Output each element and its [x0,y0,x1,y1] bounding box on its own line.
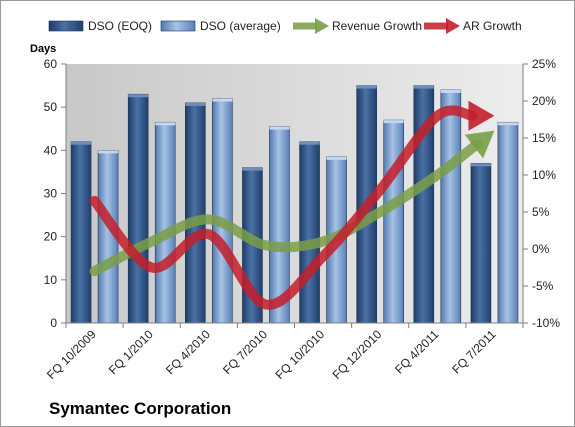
bar-cap-0-4 [299,141,320,145]
bar-dso-eoq-0 [70,141,92,324]
lines-layer [89,100,495,310]
legend-label-1: DSO (average) [200,19,281,33]
y-tick-label-5: 50 [44,100,58,114]
bar-cap-1-2 [212,98,233,102]
legend: DSO (EOQ) DSO (average) Revenue Growth AR G… [48,18,522,34]
x-tick-label-0: FQ 10/2009 [44,327,99,382]
bar-dso-average-5 [383,119,404,324]
bar-cap-1-6 [440,89,461,93]
bar-dso-eoq-1 [127,93,149,324]
y-tick-label-3: 30 [44,187,58,201]
y2-tick-label-0: -10% [532,316,560,330]
bar-cap-0-3 [242,167,263,171]
bar-dso-average-1 [154,121,176,324]
bar-cap-1-5 [383,120,404,124]
y2-tick-label-3: 5% [532,205,550,219]
bar-dso-eoq-7 [470,162,492,324]
arrowhead-revenue-growth [464,130,495,159]
y2-tick-label-2: 0% [532,242,550,256]
legend-swatch-0 [48,20,84,32]
bar-cap-0-2 [185,102,206,106]
x-tick-label-5: FQ 12/2010 [330,327,385,382]
bar-dso-average-6 [440,89,462,324]
y-tick-label-0: 0 [50,316,57,330]
line-ar-growth [89,105,478,310]
bar-cap-0-7 [470,163,491,167]
legend-label-0: DSO (EOQ) [88,19,152,33]
y2-tick-label-5: 15% [532,131,556,145]
bar-cap-0-1 [128,94,149,98]
bar-cap-1-3 [269,126,290,130]
legend-arrow-2 [315,18,329,34]
y2-tick-label-7: 25% [532,57,556,71]
bar-cap-0-0 [71,141,92,145]
arrowhead-ar-growth [468,100,495,131]
y-tick-label-2: 20 [44,230,58,244]
y-axis-title: Days [30,43,56,55]
y2-tick-label-6: 20% [532,94,556,108]
bar-cap-1-4 [326,156,347,160]
line-revenue-growth [89,139,483,277]
x-tick-label-2: FQ 4/2010 [163,327,213,377]
legend-label-3: AR Growth [463,19,522,33]
x-tick-label-3: FQ 7/2010 [220,327,270,377]
bar-dso-eoq-2 [185,102,206,324]
bar-dso-eoq-4 [299,141,320,324]
y-tick-label-4: 40 [44,143,58,157]
x-tick-label-6: FQ 4/2011 [392,327,442,377]
legend-swatch-1 [160,20,196,32]
legend-label-2: Revenue Growth [332,19,422,33]
bar-cap-1-7 [497,122,518,126]
bar-cap-0-5 [356,85,377,89]
bar-dso-average-7 [497,121,519,324]
x-tick-label-1: FQ 1/2010 [106,327,156,377]
x-tick-label-7: FQ 7/2011 [449,327,499,377]
y-tick-label-1: 10 [44,273,58,287]
bar-cap-0-6 [413,85,434,89]
bar-dso-average-2 [212,98,233,324]
y2-tick-label-4: 10% [532,168,556,182]
y2-tick-label-1: -5% [532,279,554,293]
bar-cap-1-0 [98,150,119,154]
chart-title: Symantec Corporation [49,399,232,418]
legend-arrow-3 [446,18,460,34]
bar-cap-1-1 [155,122,176,126]
y-tick-label-6: 60 [44,57,58,71]
x-tick-label-4: FQ 10/2010 [272,327,327,382]
